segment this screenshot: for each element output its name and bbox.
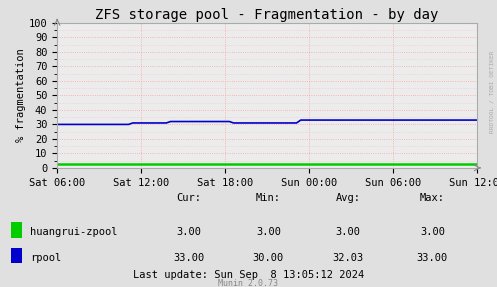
Text: 3.00: 3.00 [335, 228, 360, 237]
Text: RRDTOOL / TOBI OETIKER: RRDTOOL / TOBI OETIKER [490, 51, 495, 133]
Text: Cur:: Cur: [176, 193, 201, 203]
Text: 33.00: 33.00 [173, 253, 204, 263]
Text: 3.00: 3.00 [256, 228, 281, 237]
Text: 32.03: 32.03 [332, 253, 363, 263]
Y-axis label: % fragmentation: % fragmentation [16, 49, 26, 142]
Text: 30.00: 30.00 [253, 253, 284, 263]
Text: 3.00: 3.00 [420, 228, 445, 237]
Text: Munin 2.0.73: Munin 2.0.73 [219, 280, 278, 287]
Text: 33.00: 33.00 [417, 253, 448, 263]
Text: Last update: Sun Sep  8 13:05:12 2024: Last update: Sun Sep 8 13:05:12 2024 [133, 270, 364, 280]
Text: 3.00: 3.00 [176, 228, 201, 237]
Text: huangrui-zpool: huangrui-zpool [30, 228, 117, 237]
Text: Avg:: Avg: [335, 193, 360, 203]
Text: Max:: Max: [420, 193, 445, 203]
Text: rpool: rpool [30, 253, 61, 263]
Title: ZFS storage pool - Fragmentation - by day: ZFS storage pool - Fragmentation - by da… [95, 8, 439, 22]
Text: Min:: Min: [256, 193, 281, 203]
